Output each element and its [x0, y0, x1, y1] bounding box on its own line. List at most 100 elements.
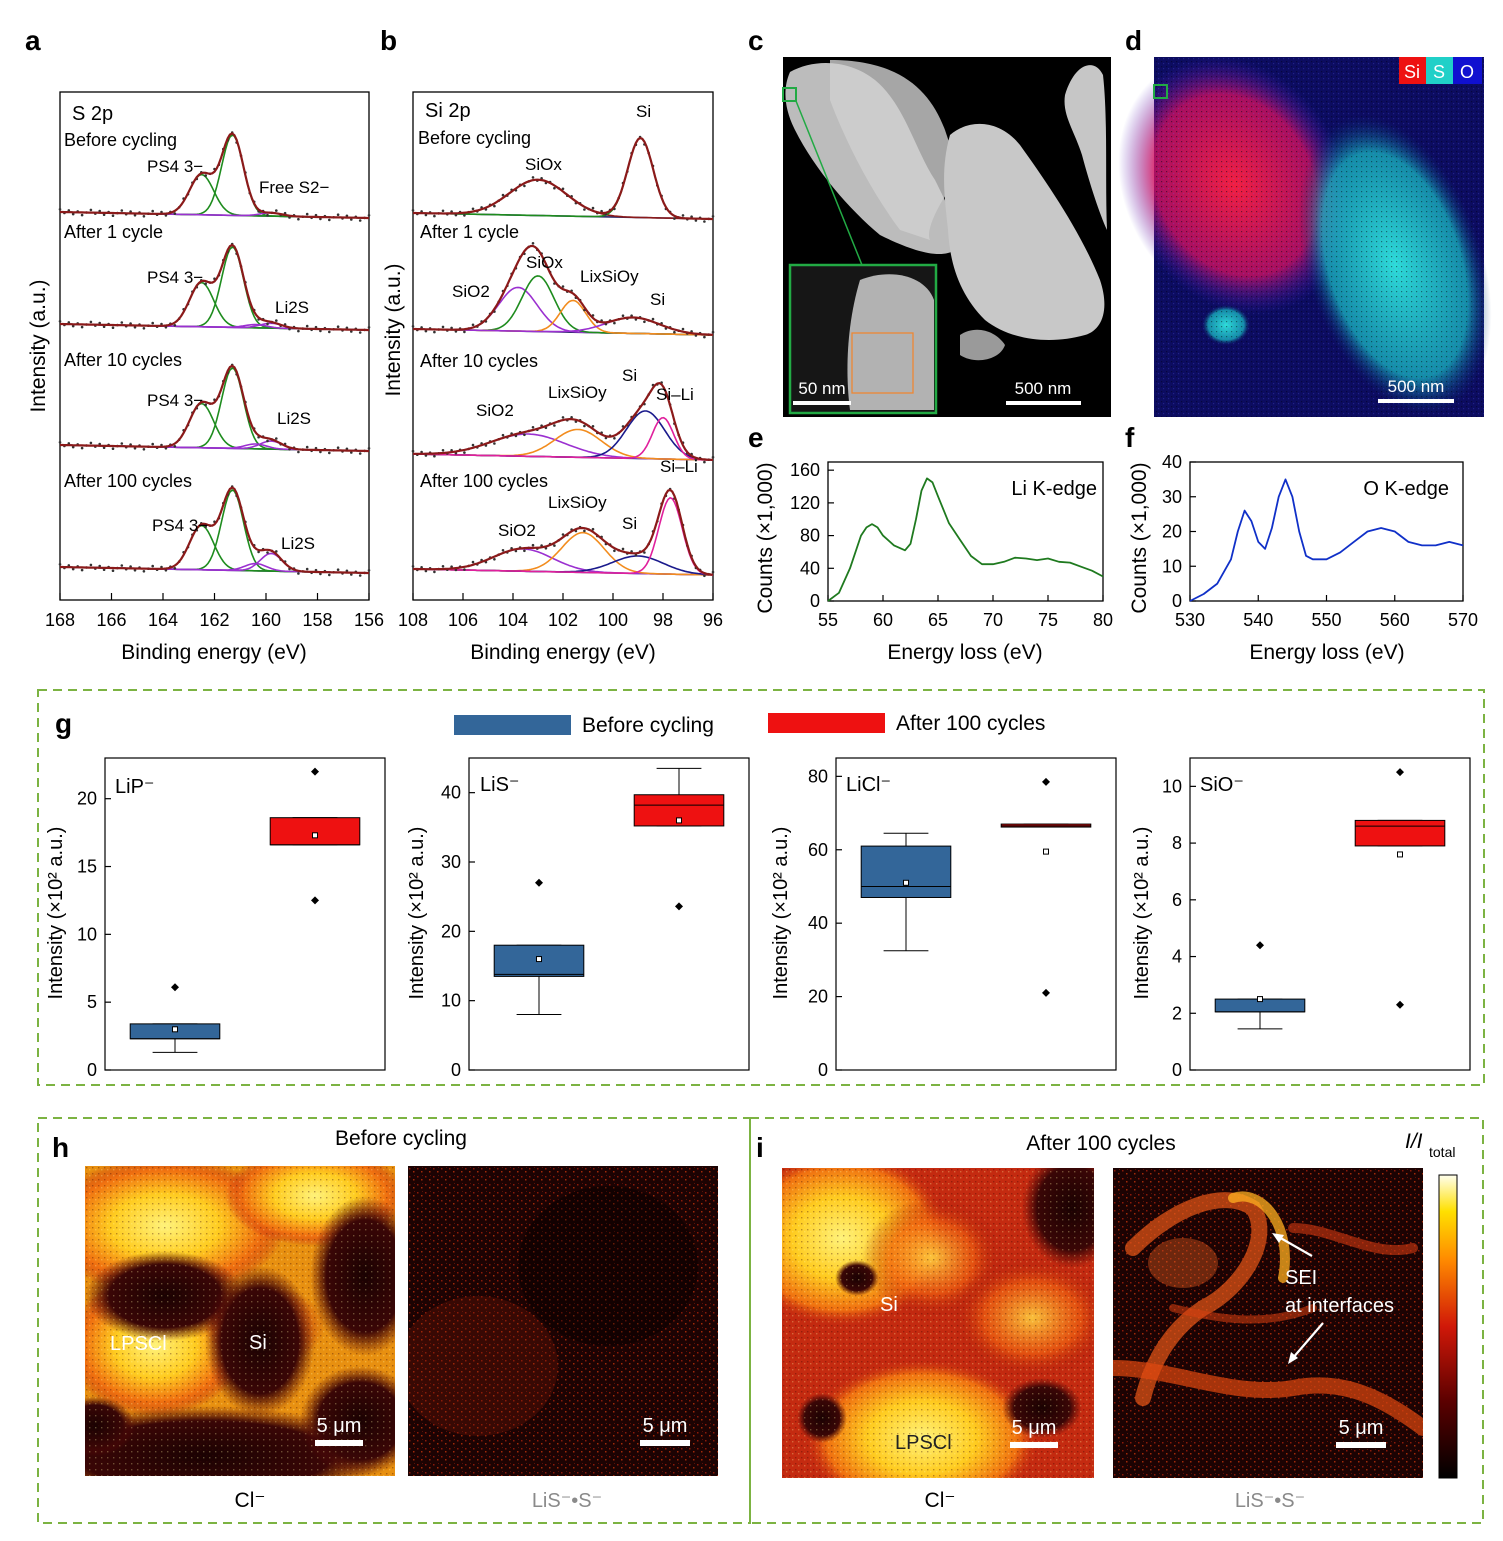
x-tick-label: 108 — [398, 610, 428, 630]
panel-h-frame — [37, 1117, 751, 1524]
data-point — [133, 569, 137, 572]
data-point — [471, 560, 475, 564]
outlier-point — [535, 878, 543, 887]
particle-shape — [960, 329, 1005, 361]
si-label: Si — [880, 1294, 898, 1316]
mean-marker — [312, 832, 318, 839]
data-point — [471, 443, 475, 447]
data-point — [591, 206, 595, 210]
data-point — [89, 320, 93, 324]
data-point — [411, 449, 415, 453]
data-point — [463, 451, 466, 454]
data-point — [204, 525, 207, 529]
data-point — [681, 214, 685, 217]
data-point — [71, 212, 75, 216]
data-point — [613, 549, 616, 553]
y-tick-label: 10 — [77, 924, 97, 944]
data-point — [681, 327, 685, 331]
ps4-annotation: PS4 3− — [152, 516, 208, 535]
haadf-stem-image: 50 nm 500 nm — [782, 57, 1111, 417]
data-point — [80, 446, 84, 450]
mean-marker — [1397, 851, 1403, 858]
data-point — [424, 213, 428, 217]
panel-letter-i: i — [756, 1132, 764, 1163]
y-tick-label: 10 — [1162, 776, 1182, 796]
data-point — [613, 321, 616, 325]
data-point — [71, 445, 75, 449]
scale-label: 500 nm — [1388, 377, 1445, 396]
data-point — [471, 207, 475, 211]
particle-shape — [944, 123, 1105, 341]
data-point — [703, 220, 706, 223]
data-point — [129, 322, 132, 325]
data-point — [275, 209, 278, 212]
lixsioy-annotation: LixSiOy — [580, 267, 639, 286]
box-y-label: Intensity (×10² a.u.) — [770, 827, 792, 1000]
data-point — [173, 567, 177, 570]
data-point — [501, 549, 505, 552]
data-point — [367, 214, 371, 217]
si2p-label-10cycles: After 10 cycles — [420, 351, 538, 371]
y-tick-label: 0 — [1172, 1060, 1182, 1080]
legend-after-swatch — [768, 713, 885, 733]
ps4-annotation: PS4 3− — [147, 157, 203, 176]
species-label: LiCl⁻ — [846, 774, 891, 796]
data-point — [102, 446, 106, 450]
x-tick-label: 98 — [653, 610, 673, 630]
sei-label: at interfaces — [1285, 1295, 1394, 1317]
mean-marker — [536, 956, 542, 963]
fit-envelope-line — [413, 244, 714, 336]
data-point — [336, 446, 340, 450]
data-point — [345, 214, 349, 218]
data-point — [703, 335, 706, 339]
data-point — [98, 442, 101, 446]
scale-label: 50 nm — [798, 379, 845, 398]
outlier-point — [1042, 988, 1050, 997]
data-point — [583, 208, 586, 211]
data-point — [350, 330, 353, 333]
data-point — [433, 214, 436, 218]
fit-envelope-line — [413, 381, 714, 461]
data-point — [523, 433, 526, 437]
data-point — [120, 209, 124, 212]
data-point — [367, 326, 371, 329]
before-box — [860, 845, 952, 898]
data-point — [319, 329, 322, 333]
data-point — [173, 212, 177, 215]
data-point — [151, 321, 154, 325]
tof-sims-box-plots: Before cycling After 100 cycles 05101520… — [37, 689, 1485, 1086]
outlier-point — [1256, 941, 1264, 950]
box-plot-grid: 0 5 10 15 20 0 10 20 30 40 0 20 40 60 80 0 2 4 6 8 10 — [77, 757, 1471, 1080]
data-point — [297, 217, 300, 221]
li-k-edge-frame — [827, 461, 1104, 602]
data-point — [493, 442, 496, 445]
scale-bar — [315, 1440, 363, 1446]
scale-bar — [640, 1440, 690, 1446]
mean-marker — [1043, 848, 1049, 855]
y-tick-label: 60 — [808, 840, 828, 860]
outlier-point — [1396, 768, 1404, 777]
y-tick-label: 20 — [1162, 522, 1182, 542]
data-point — [441, 449, 445, 452]
sei-label: SEI — [1285, 1267, 1317, 1289]
x-tick-label: 530 — [1175, 610, 1205, 630]
map-caption: Cl⁻ — [235, 1489, 266, 1512]
box-plot-frame — [835, 757, 1117, 1071]
o-k-edge-title: O K-edge — [1363, 478, 1449, 500]
scale-bar — [1010, 1442, 1058, 1448]
si2p-label-before: Before cycling — [418, 128, 531, 148]
data-point — [630, 314, 633, 318]
fit-component-line — [413, 496, 714, 576]
data-point — [133, 326, 137, 329]
data-point — [151, 564, 154, 568]
o-k-edge-y-label: Counts (×1,000) — [1128, 462, 1151, 613]
scale-bar — [1006, 401, 1081, 405]
sio2-annotation: SiO2 — [476, 401, 514, 420]
data-point — [673, 330, 676, 334]
y-tick-label: 40 — [800, 558, 820, 578]
data-point — [58, 563, 62, 566]
tof-maps-before: Before cycling LPSCl Si 5 μm Cl⁻ 5 — [37, 1117, 751, 1524]
y-tick-label: 0 — [818, 1060, 828, 1080]
y-tick-label: 20 — [77, 789, 97, 809]
data-point — [319, 450, 322, 454]
